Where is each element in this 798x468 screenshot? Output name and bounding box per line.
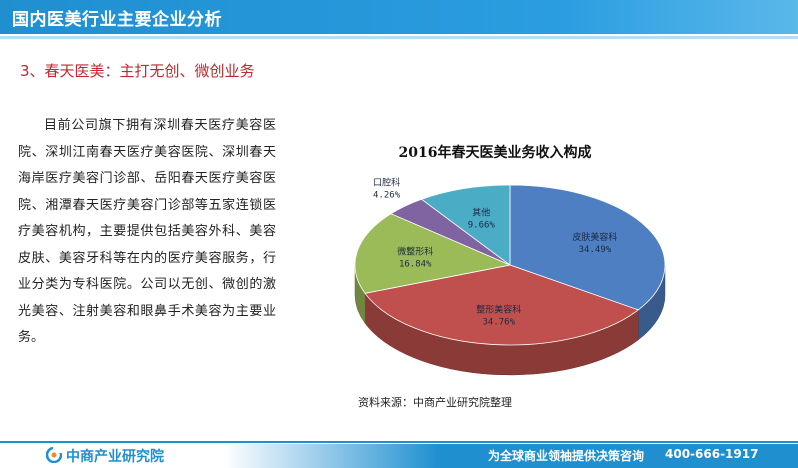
footer-phone: 400-666-1917: [665, 447, 759, 461]
source-note: 资料来源：中商产业研究院整理: [358, 396, 512, 409]
footer-logo: 中商产业研究院: [66, 449, 164, 465]
footer-slogan: 为全球商业领袖提供决策咨询: [488, 449, 645, 463]
pie-slice-label: 皮肤美容科: [572, 231, 617, 243]
pie-slice-value: 4.26%: [373, 190, 401, 200]
page-title: 国内医美行业主要企业分析: [12, 10, 222, 30]
pie-chart: 皮肤美容科 34.49% 整形美容科 34.76% 微整形科 16.84% 口腔科 4.26%…: [354, 176, 666, 376]
pie-slice: [509, 184, 666, 311]
pie-slice-label: 其他: [472, 207, 490, 219]
logo-icon: [46, 447, 62, 463]
footer-bar: [0, 444, 798, 468]
pie-slice-label: 口腔科: [373, 176, 400, 188]
pie-slice: [420, 184, 511, 266]
pie-slice-value: 16.84%: [399, 260, 432, 270]
pie-slice-value: 34.49%: [579, 245, 612, 255]
chart-title: 2016年春天医美业务收入构成: [398, 145, 592, 161]
footer-divider: [0, 441, 798, 443]
pie-slice-value: 34.76%: [483, 317, 516, 327]
header-divider: [0, 36, 798, 39]
body-paragraph: 目前公司旗下拥有深圳春天医疗美容医院、深圳江南春天医疗美容医院、深圳春天海岸医疗…: [18, 118, 276, 345]
pie-slice-label: 微整形科: [397, 246, 433, 258]
pie-slice: [364, 264, 640, 346]
pie-slice: [354, 213, 512, 294]
header-bar: [0, 0, 798, 34]
pie-slice-value: 9.66%: [468, 221, 496, 231]
pie-slice-label: 整形美容科: [476, 303, 521, 315]
section-subtitle: 3、春天医美：主打无创、微创业务: [20, 62, 255, 80]
